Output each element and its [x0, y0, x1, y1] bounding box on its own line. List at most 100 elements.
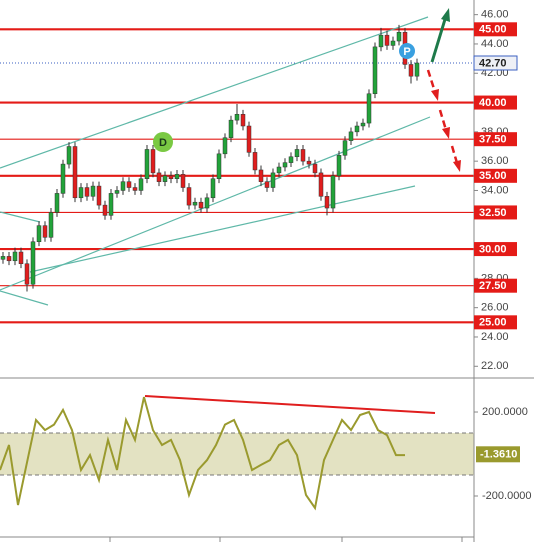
candle-body [396, 31, 402, 42]
candle-body [282, 162, 288, 168]
y-tick-label: -200.0000 [482, 490, 532, 502]
time-ticks [109, 537, 463, 542]
level-label-box [474, 22, 517, 37]
candle-body [270, 172, 276, 188]
candle-body [228, 119, 234, 138]
candle-body [384, 34, 390, 46]
candle-body [42, 225, 48, 238]
candle-body [408, 64, 414, 77]
level-label: 25.00 [479, 317, 507, 329]
trend-line [0, 16, 429, 169]
candle-body [186, 187, 192, 206]
level-label: 32.50 [479, 207, 507, 219]
trend-line [0, 290, 49, 306]
divergence-line [144, 395, 436, 414]
candle-body [120, 181, 126, 191]
candle-body [18, 251, 24, 264]
candle-body [336, 155, 342, 177]
candle-body [54, 193, 60, 213]
candle-body [288, 156, 294, 163]
candle-body [294, 149, 300, 158]
level-label: 35.00 [479, 170, 507, 182]
candle-body [354, 125, 360, 133]
candle-body [366, 93, 372, 124]
candle-body [0, 256, 6, 260]
candle-body [300, 149, 306, 162]
candle-body [12, 251, 18, 262]
y-tick-label: 22.00 [481, 360, 509, 372]
y-tick-label: 34.00 [481, 184, 509, 196]
candle-body [48, 212, 54, 238]
up-arrow [430, 15, 448, 63]
candle-body [312, 163, 318, 174]
candle-body [414, 62, 420, 77]
candle-body [222, 137, 228, 155]
axis-labels: 46.0044.0042.0038.0036.0034.0028.0026.00… [473, 9, 532, 502]
marker-label: P [403, 46, 410, 58]
y-tick-label: 200.0000 [482, 406, 528, 418]
candle-body [258, 169, 264, 182]
candle-body [78, 187, 84, 199]
marker-label: D [159, 137, 167, 149]
candle-body [390, 40, 396, 46]
trend-line [0, 116, 431, 291]
level-label-box [474, 205, 517, 220]
candle-body [132, 187, 138, 191]
level-label-box [474, 168, 517, 183]
y-tick-label: 44.00 [481, 38, 509, 50]
candle-body [72, 146, 78, 199]
candle-body [156, 172, 162, 182]
candle-body [378, 34, 384, 48]
candle-body [108, 193, 114, 216]
candle-body [330, 175, 336, 209]
candle-body [114, 190, 120, 194]
down-arrow-head [453, 160, 461, 172]
levels [0, 28, 474, 324]
candle-body [324, 196, 330, 209]
down-arrow [450, 145, 459, 164]
candle-body [90, 185, 96, 197]
trend-line [0, 211, 41, 223]
oscillator-band [0, 433, 474, 476]
level-label: 40.00 [479, 97, 507, 109]
oscillator-line [0, 396, 405, 511]
candle-body [180, 174, 186, 188]
oscillator [0, 396, 405, 511]
oscillator-background [0, 432, 474, 476]
candle-body [360, 122, 366, 127]
last-value-box [476, 446, 520, 463]
candle-body [84, 187, 90, 197]
candle-body [252, 152, 258, 171]
candle-body [144, 149, 150, 179]
candle-body [264, 181, 270, 188]
candle-body [168, 175, 174, 179]
candle-body [6, 256, 12, 262]
level-label-box [474, 242, 517, 257]
candle-body [348, 131, 354, 141]
candle-body [306, 160, 312, 165]
candle-body [246, 125, 252, 153]
candle-body [192, 201, 198, 206]
candle-body [102, 204, 108, 216]
candle-body [210, 178, 216, 199]
candle-body [30, 241, 36, 285]
down-arrow-head [442, 127, 450, 139]
trend-line [29, 185, 416, 273]
level-label-box [474, 315, 517, 330]
marker-p [399, 43, 415, 59]
level-label: 27.50 [479, 280, 507, 292]
candle-body [372, 46, 378, 95]
candle-body [216, 153, 222, 179]
down-arrow [426, 69, 437, 93]
level-label: 45.00 [479, 24, 507, 36]
last-price-label: 42.70 [479, 57, 507, 69]
candle-body [240, 114, 246, 127]
candle-body [36, 225, 42, 242]
candle-body [162, 175, 168, 182]
y-tick-label: 46.00 [481, 9, 509, 21]
candle-body [150, 149, 156, 174]
level-label-box [474, 132, 517, 147]
y-tick-label: 26.00 [481, 302, 509, 314]
last-price-box [473, 55, 518, 71]
